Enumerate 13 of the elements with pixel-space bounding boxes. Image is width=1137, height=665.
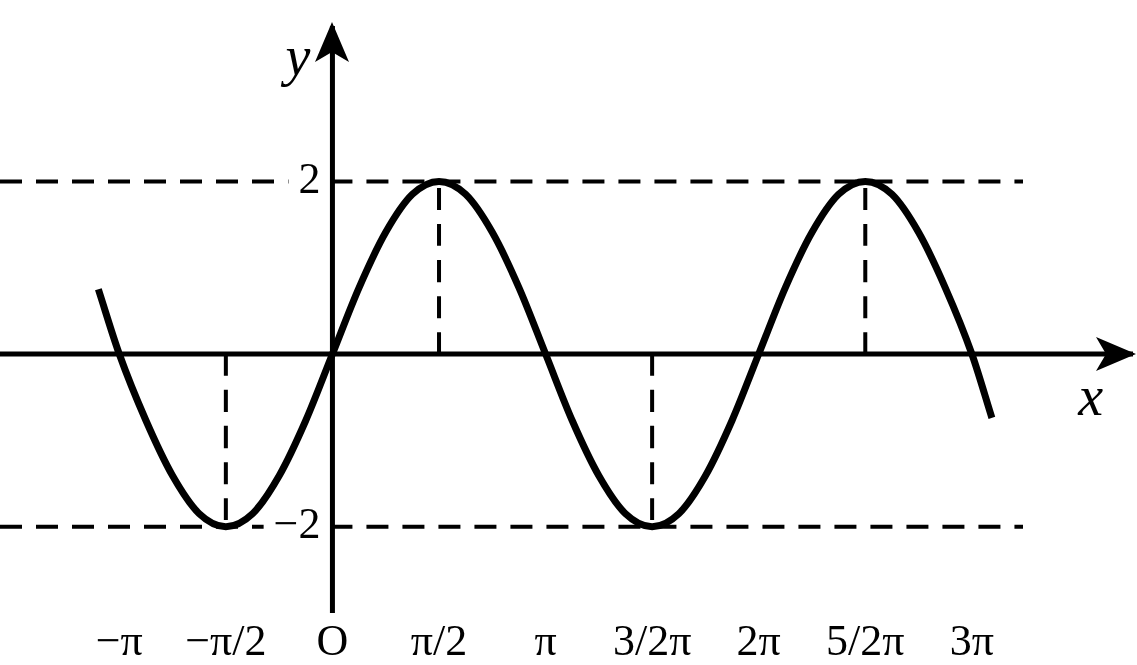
x-tick-label: 3π [949, 615, 994, 665]
x-tick-label: 5/2π [826, 615, 905, 665]
x-tick-label: π/2 [410, 615, 468, 665]
y-axis-title: y [280, 24, 311, 87]
y-tick-label: −2 [273, 499, 321, 549]
x-tick-label: O [316, 615, 349, 665]
y-tick-label: 2 [298, 153, 321, 203]
x-tick-label: −π/2 [185, 615, 267, 665]
x-tick-label: π [534, 615, 557, 665]
x-tick-label: −π [95, 615, 143, 665]
x-axis-title: x [1077, 364, 1104, 427]
x-tick-label: 3/2π [612, 615, 692, 665]
x-tick-label: 2π [736, 615, 781, 665]
